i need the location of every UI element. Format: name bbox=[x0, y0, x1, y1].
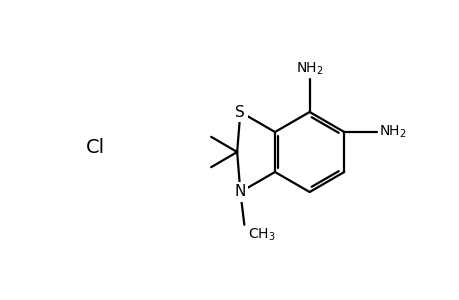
Text: S: S bbox=[235, 104, 245, 119]
Text: Cl: Cl bbox=[85, 137, 104, 157]
Text: NH$_2$: NH$_2$ bbox=[378, 124, 406, 140]
Text: N: N bbox=[234, 184, 246, 200]
Text: NH$_2$: NH$_2$ bbox=[295, 61, 323, 77]
Text: CH$_3$: CH$_3$ bbox=[248, 227, 275, 243]
